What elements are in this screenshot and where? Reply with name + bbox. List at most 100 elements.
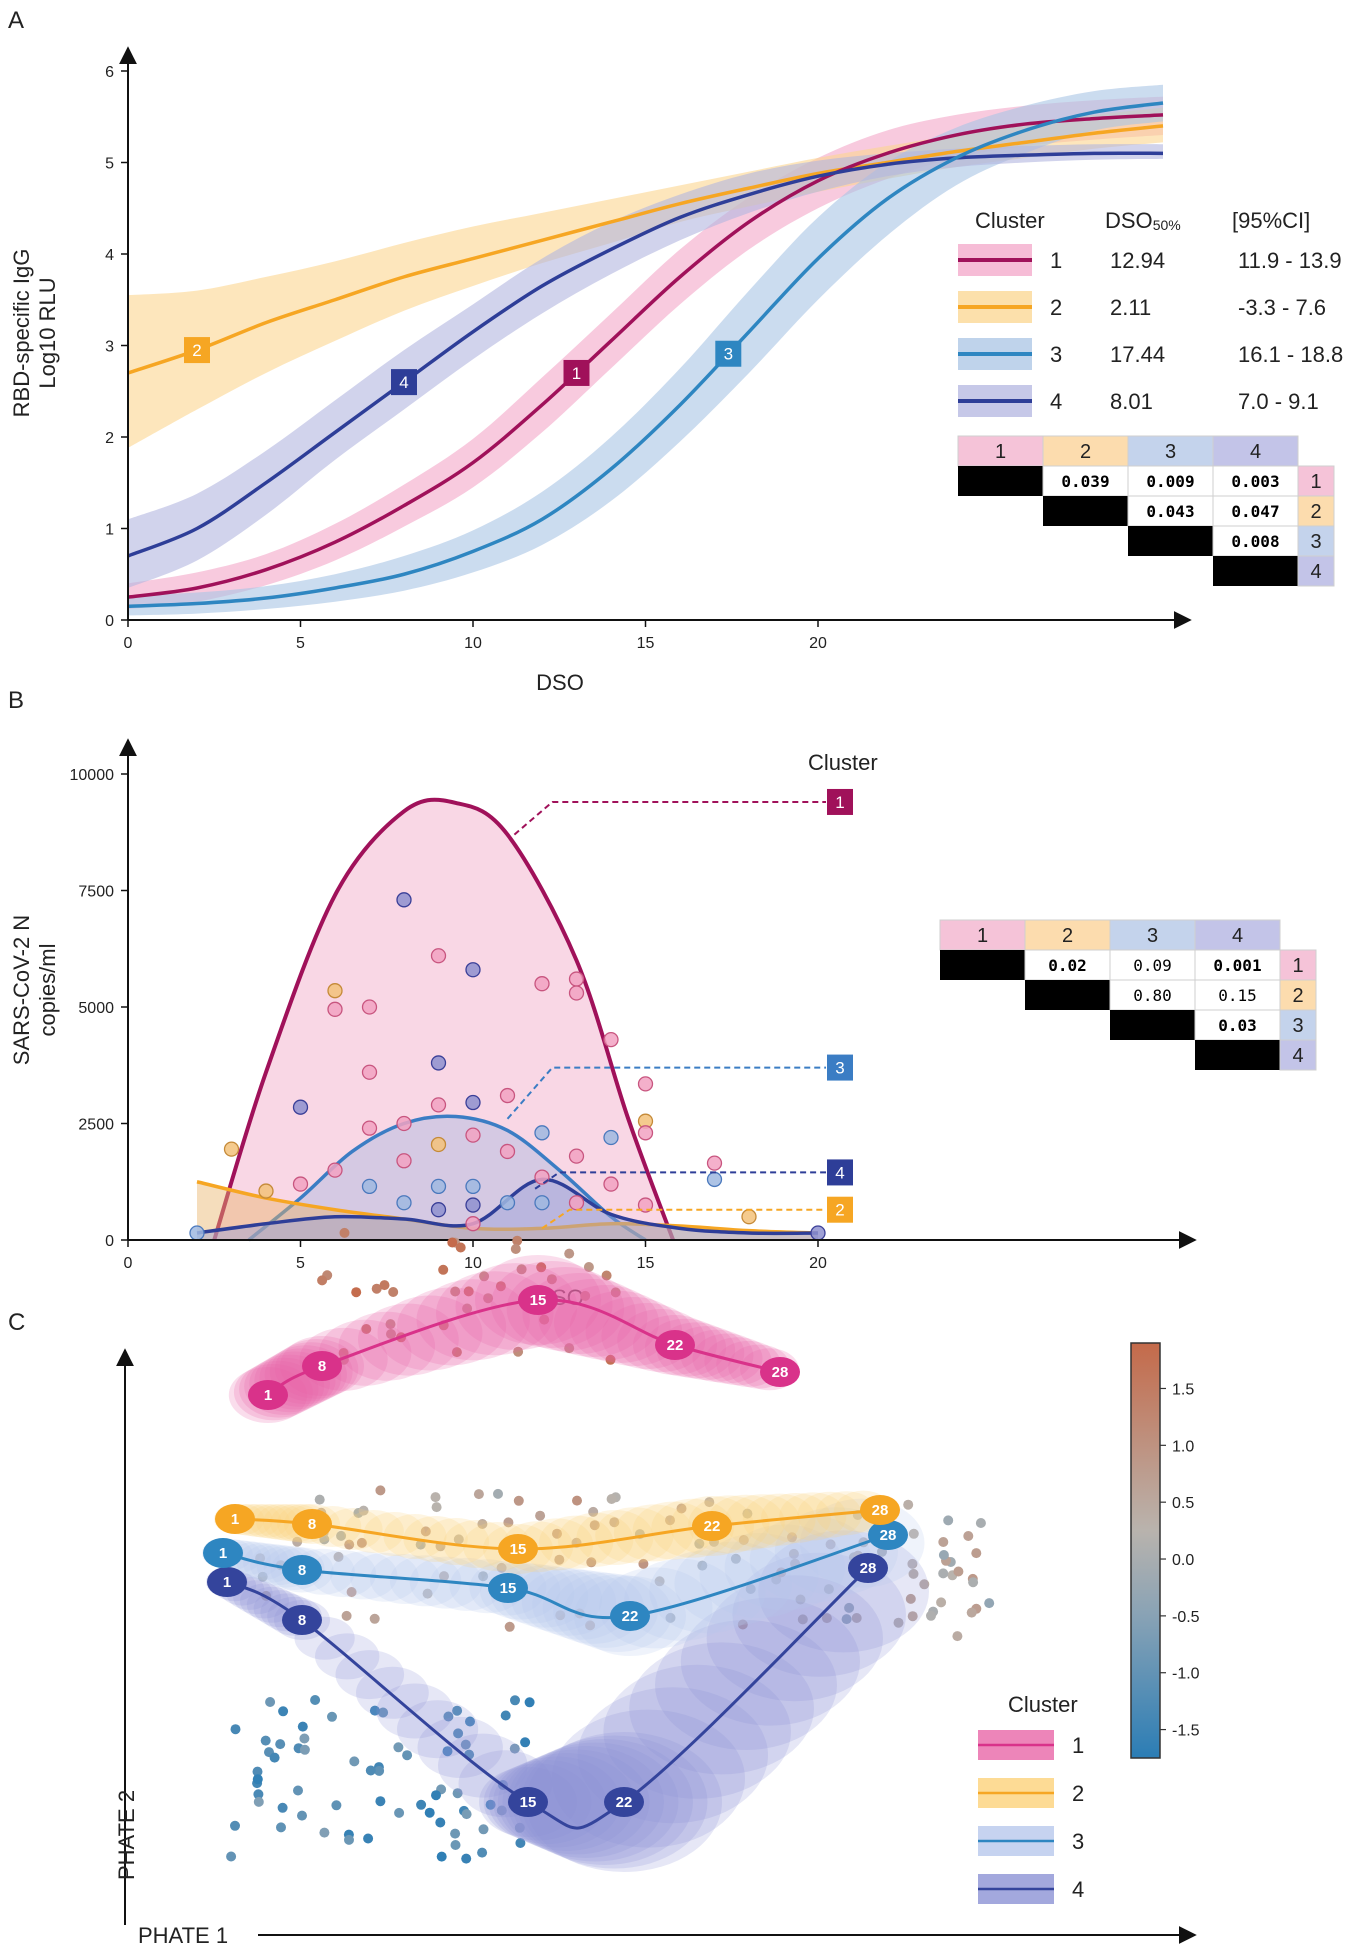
data-point bbox=[258, 1183, 274, 1199]
trajectory-node-2-8 bbox=[292, 1509, 332, 1539]
scatter-point bbox=[385, 1319, 396, 1330]
trajectory-band-segment-3 bbox=[532, 1569, 631, 1640]
panel-b-legend-title: Cluster bbox=[808, 750, 878, 775]
scatter-point bbox=[386, 1329, 396, 1339]
panel-b-pvalue-table: 1 2 3 4 0.02 0.09 0.001 1 0.80 0.15 2 0.03 3 4 bbox=[939, 919, 1317, 1071]
scatter-point bbox=[975, 1518, 986, 1528]
scatter-point bbox=[317, 1275, 328, 1286]
panel-b-letter: B bbox=[8, 687, 24, 714]
scatter-point bbox=[453, 1534, 464, 1545]
data-point bbox=[810, 1225, 826, 1241]
scatter-point bbox=[536, 1262, 547, 1273]
b-ptable-header-3: 3 bbox=[1147, 925, 1158, 947]
scatter-point bbox=[564, 1248, 575, 1259]
trajectory-node-label-2-22: 22 bbox=[704, 1518, 721, 1535]
a-ptable-header-2: 2 bbox=[1080, 441, 1091, 463]
data-point bbox=[327, 1162, 343, 1178]
trajectory-band-segment-2 bbox=[595, 1507, 674, 1564]
scatter-point bbox=[331, 1800, 342, 1811]
scatter-point bbox=[333, 1551, 344, 1562]
legend-cluster-2: 2 bbox=[1050, 295, 1062, 320]
legend-cluster-3: 3 bbox=[1050, 342, 1062, 367]
x-tick-label-20: 20 bbox=[809, 1255, 827, 1272]
scatter-point bbox=[478, 1824, 489, 1835]
data-point bbox=[568, 1148, 585, 1164]
a-ptable-row-header-cell-2 bbox=[1297, 495, 1335, 527]
trajectory-node-label-1-1: 1 bbox=[264, 1387, 272, 1404]
a-ptable-header-cell-2 bbox=[1042, 435, 1129, 467]
a-ptable-value-3-4: 0.008 bbox=[1231, 532, 1279, 551]
x-tick-label-5: 5 bbox=[296, 635, 305, 652]
y-tick-label-4: 4 bbox=[105, 247, 114, 264]
scatter-point bbox=[365, 1765, 376, 1776]
scatter-point bbox=[738, 1535, 749, 1545]
a-ptable-value-1-2: 0.039 bbox=[1061, 472, 1109, 491]
scatter-point bbox=[665, 1515, 675, 1526]
scatter-point bbox=[483, 1293, 494, 1304]
y-tick-label-2500: 2500 bbox=[78, 1117, 114, 1134]
panel-b-points bbox=[189, 892, 826, 1241]
scatter-point bbox=[226, 1851, 237, 1862]
data-point bbox=[534, 1125, 550, 1141]
trajectory-node-1-22 bbox=[655, 1330, 695, 1360]
scatter-point bbox=[588, 1506, 599, 1517]
panel-a-series-labels: 1 2 3 4 bbox=[184, 337, 742, 396]
trajectory-node-1-28 bbox=[760, 1357, 800, 1387]
scatter-point bbox=[319, 1827, 330, 1838]
c-legend-label-2: 2 bbox=[1072, 1781, 1084, 1806]
scatter-point bbox=[513, 1346, 524, 1357]
y-tick-label-5: 5 bbox=[105, 156, 114, 173]
b-ptable-row-header-cell-2 bbox=[1279, 979, 1317, 1011]
scatter-point bbox=[436, 1851, 447, 1862]
data-point bbox=[568, 1195, 585, 1211]
b-ptable-header-2: 2 bbox=[1062, 925, 1073, 947]
trajectory-node-4-15 bbox=[508, 1787, 548, 1817]
scatter-point bbox=[477, 1847, 488, 1858]
area-fill-cluster-3 bbox=[248, 1116, 646, 1240]
scatter-point bbox=[422, 1588, 433, 1599]
a-ptable-cell bbox=[1127, 465, 1214, 497]
b-ptable-row-header-cell-4 bbox=[1279, 1039, 1317, 1071]
trajectory-node-2-22 bbox=[692, 1511, 732, 1541]
panel-a-legend: Cluster DSO50% [95%CI] 1 12.94 11.9 - 13.9… bbox=[958, 208, 1343, 417]
scatter-point bbox=[610, 1287, 621, 1298]
scatter-point bbox=[378, 1707, 389, 1718]
scatter-point bbox=[416, 1799, 427, 1810]
a-ptable-cell bbox=[1042, 465, 1129, 497]
scatter-point bbox=[730, 1553, 741, 1564]
scatter-point bbox=[438, 1264, 449, 1275]
panel-a-y-label: RBD-specific IgGLog10 RLU bbox=[9, 249, 60, 418]
trajectory-band-segment-4 bbox=[507, 1746, 664, 1858]
data-point bbox=[465, 962, 481, 978]
scatter-point bbox=[310, 1695, 321, 1705]
scatter-point bbox=[455, 1242, 466, 1253]
colorbar-tick-label--1.5: -1.5 bbox=[1172, 1723, 1200, 1740]
a-ptable-header-4: 4 bbox=[1250, 441, 1261, 463]
scatter-point bbox=[253, 1789, 264, 1800]
scatter-point bbox=[737, 1619, 748, 1630]
a-ptable-value-2-4: 0.047 bbox=[1231, 502, 1279, 521]
scatter-point bbox=[269, 1752, 280, 1763]
panel-b-areas bbox=[196, 797, 819, 1242]
trajectory-node-label-4-28: 28 bbox=[860, 1560, 877, 1577]
a-ptable-value-1-4: 0.003 bbox=[1231, 472, 1279, 491]
scatter-point bbox=[431, 1790, 441, 1801]
data-point bbox=[603, 1031, 619, 1048]
scatter-point bbox=[580, 1290, 591, 1301]
scatter-point bbox=[513, 1495, 524, 1506]
a-ptable-row-header-cell-4 bbox=[1297, 555, 1335, 587]
b-ptable-diagonal-2 bbox=[1025, 980, 1110, 1010]
scatter-point bbox=[420, 1526, 431, 1537]
trajectory-node-2-15 bbox=[498, 1534, 538, 1564]
panel-c-letter: C bbox=[8, 1309, 25, 1336]
scatter-point bbox=[606, 1494, 617, 1504]
panel-b-y-label: SARS-CoV-2 Ncopies/ml bbox=[9, 915, 60, 1065]
scatter-point bbox=[893, 1617, 904, 1628]
scatter-point bbox=[461, 1809, 472, 1820]
data-point bbox=[499, 1143, 516, 1160]
panel-b-leader-labels: 1 3 4 2 bbox=[506, 788, 853, 1230]
b-ptable-value-3-4: 0.03 bbox=[1218, 1016, 1257, 1035]
scatter-point bbox=[292, 1536, 303, 1547]
area-line-cluster-2 bbox=[196, 1180, 819, 1235]
